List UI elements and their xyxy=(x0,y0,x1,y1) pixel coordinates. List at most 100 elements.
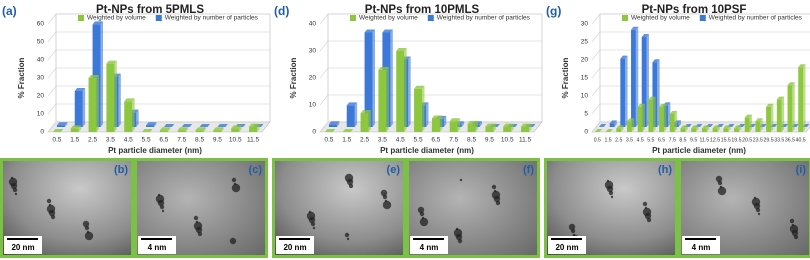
bar-top xyxy=(744,114,752,118)
legend-swatch xyxy=(350,15,356,21)
bar-side xyxy=(738,125,742,132)
bar-top xyxy=(146,122,157,126)
bar xyxy=(346,105,355,127)
particle xyxy=(793,234,799,240)
scale-box xyxy=(682,236,720,254)
particle xyxy=(755,207,761,213)
bar-top xyxy=(195,127,206,131)
bar-top xyxy=(594,129,603,132)
bar xyxy=(74,91,83,127)
grid-line xyxy=(47,13,270,25)
bar-side xyxy=(386,66,389,132)
particle xyxy=(644,212,652,220)
bar-side xyxy=(706,125,710,132)
bar xyxy=(485,126,494,132)
bar-side xyxy=(221,127,224,132)
x-tick-label: 7.5 xyxy=(449,137,458,144)
particle xyxy=(12,187,18,193)
bar-top xyxy=(217,124,228,127)
particle xyxy=(382,200,392,210)
bar xyxy=(70,128,79,132)
particle xyxy=(791,229,799,237)
bar-top xyxy=(378,66,389,70)
bar-side xyxy=(257,123,260,132)
bar-top xyxy=(467,120,478,124)
bar-top xyxy=(177,127,189,131)
y-tick-label: 0 xyxy=(312,129,316,136)
x-tick-label: 19.5 xyxy=(731,137,741,143)
bar xyxy=(609,123,615,127)
y-tick-label: 0 xyxy=(584,129,588,136)
particle xyxy=(757,212,761,216)
legend-swatch xyxy=(699,15,706,21)
bar xyxy=(691,128,697,132)
bar-top xyxy=(213,127,224,131)
bar xyxy=(378,69,387,132)
y-tick-label: 25 xyxy=(581,39,589,46)
particle xyxy=(380,189,388,197)
x-tick-label: 8.5 xyxy=(467,137,476,144)
bar-side xyxy=(372,29,375,127)
bar-side xyxy=(635,26,639,127)
bar xyxy=(798,67,804,132)
grid-line xyxy=(47,31,270,43)
legend-swatch xyxy=(155,15,162,21)
bar-top xyxy=(631,26,639,30)
grid-line xyxy=(591,31,810,43)
bar xyxy=(146,125,155,127)
bar-side xyxy=(408,56,411,127)
x-tick-label: 4.5 xyxy=(637,137,644,143)
micrograph-label: (i) xyxy=(796,164,807,176)
bar xyxy=(521,126,530,132)
bar-top xyxy=(485,123,496,127)
x-tick-label: 4.5 xyxy=(396,137,405,144)
x-tick-label: 0.5 xyxy=(324,137,333,144)
bar-top xyxy=(648,96,656,100)
grid-line xyxy=(47,67,270,79)
bar-side xyxy=(443,115,447,127)
particle xyxy=(159,204,165,210)
x-tick-label: 5.5 xyxy=(142,137,151,144)
bar-top xyxy=(798,64,806,68)
particle xyxy=(84,231,94,241)
micrograph-label: (e) xyxy=(387,164,401,176)
bar xyxy=(641,37,647,127)
bar xyxy=(620,58,626,127)
bar-side xyxy=(614,120,617,127)
bar xyxy=(648,99,654,132)
x-tick-label: 11.5 xyxy=(519,137,532,144)
bar-top xyxy=(231,125,242,129)
bar-side xyxy=(781,96,785,132)
x-tick-label: 0.5 xyxy=(594,137,601,143)
bar-top xyxy=(503,123,514,127)
particle xyxy=(348,183,354,189)
bar-side xyxy=(78,125,82,132)
micrograph xyxy=(134,158,268,258)
bar-top xyxy=(360,110,371,114)
bar xyxy=(364,32,373,127)
bar-top xyxy=(712,125,720,129)
bar-top xyxy=(605,129,613,132)
bar xyxy=(396,51,405,132)
bar-top xyxy=(609,120,617,124)
bar-top xyxy=(627,118,635,122)
bar-side xyxy=(64,122,68,127)
bar-top xyxy=(701,125,710,129)
bar xyxy=(723,128,729,132)
particle xyxy=(344,232,350,238)
x-tick-label: 12.5 xyxy=(710,137,720,143)
y-tick-label: 40 xyxy=(37,57,45,64)
x-tick-label: 8.5 xyxy=(195,137,204,144)
particle xyxy=(717,186,727,196)
bar-side xyxy=(493,123,496,132)
x-tick-label: 29.5 xyxy=(763,137,773,143)
grid-line xyxy=(591,85,810,97)
bar xyxy=(637,106,643,132)
bar-top xyxy=(449,118,461,122)
legend-label: Weighted by volume xyxy=(631,15,690,22)
bar xyxy=(631,29,636,127)
bar-side xyxy=(803,64,806,132)
bar xyxy=(106,63,115,132)
bar-side xyxy=(461,121,465,127)
bar-side xyxy=(404,48,407,132)
